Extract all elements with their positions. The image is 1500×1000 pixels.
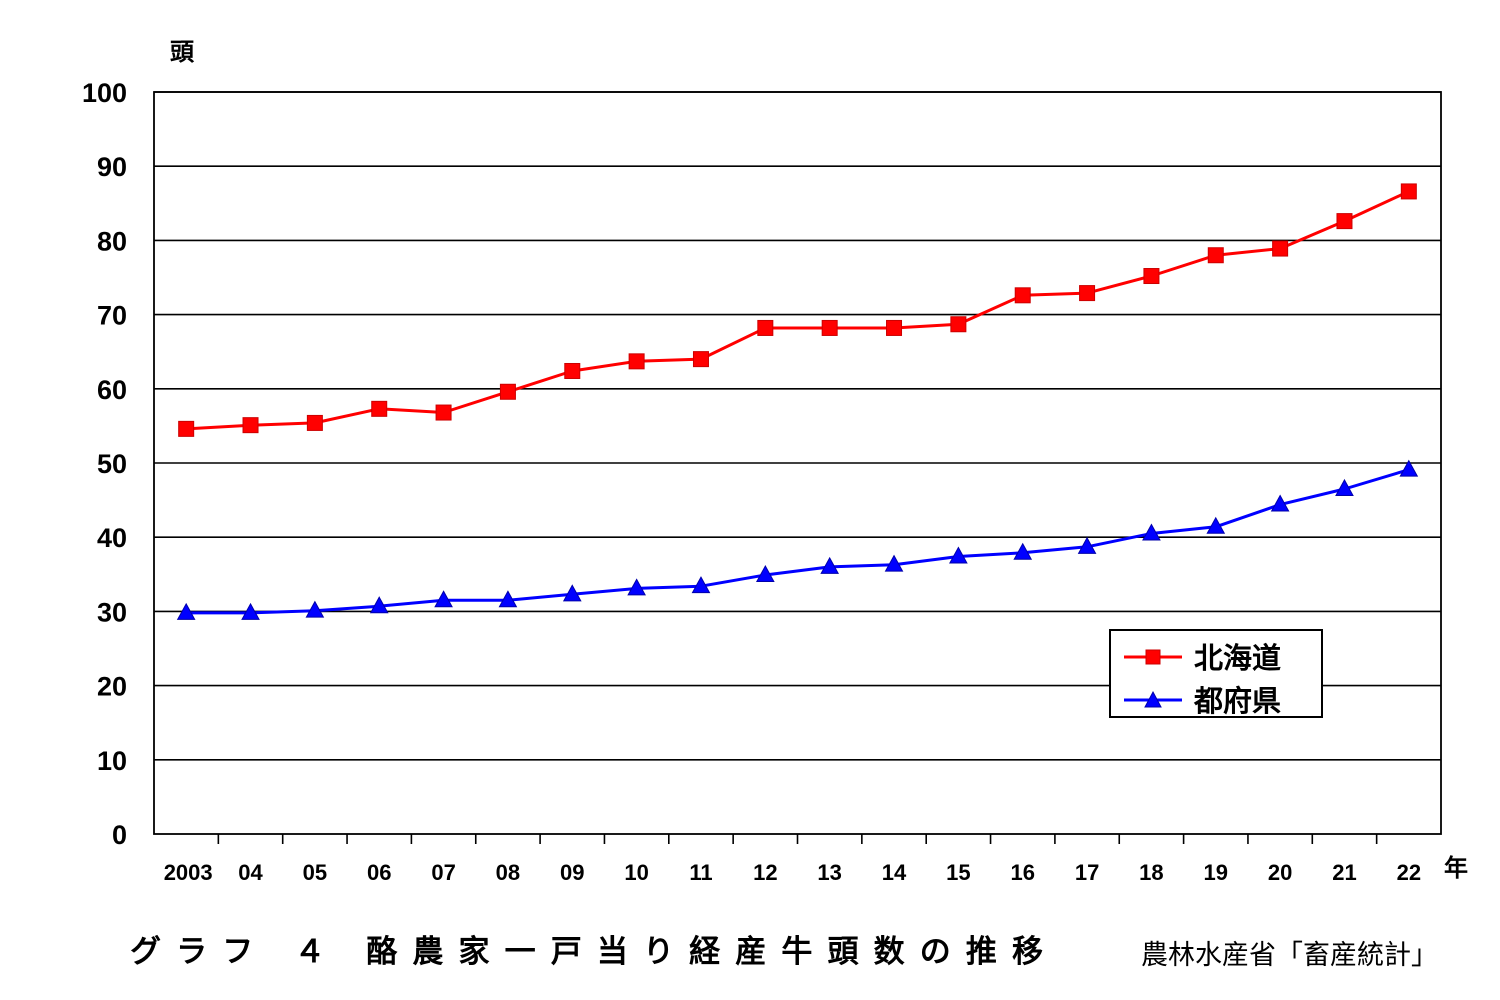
legend-marker-tofuken — [1144, 690, 1162, 708]
data-point — [306, 414, 323, 431]
y-tick-label: 10 — [97, 746, 127, 776]
legend-label-tofuken: 都府県 — [1193, 684, 1281, 718]
series-hokkaido — [178, 183, 1417, 437]
data-point — [1335, 478, 1354, 496]
x-tick-label: 04 — [238, 860, 263, 885]
legend-box — [1109, 629, 1323, 718]
data-point — [691, 576, 711, 594]
x-tick-label: 09 — [560, 860, 584, 885]
x-tick-label: 19 — [1204, 860, 1228, 885]
x-tick-label: 10 — [624, 860, 648, 885]
x-tick-label: 08 — [496, 860, 520, 885]
x-unit-label: 年 — [1444, 854, 1468, 882]
x-tick-label: 18 — [1139, 860, 1163, 885]
data-point — [949, 546, 968, 564]
data-point — [434, 590, 453, 608]
data-point — [692, 351, 709, 368]
x-tick-label: 06 — [367, 860, 391, 885]
data-point — [562, 584, 582, 602]
data-point — [242, 417, 259, 434]
x-tick-label: 22 — [1397, 860, 1421, 885]
x-tick-label: 13 — [817, 860, 841, 885]
data-point — [820, 556, 840, 574]
x-tick-label: 15 — [946, 860, 970, 885]
y-tick-label: 80 — [97, 226, 127, 256]
caption-title: グラフ ４ 酪農家一戸当り経産牛頭数の推移 — [130, 934, 1048, 970]
series-layer — [176, 183, 1419, 620]
data-point — [369, 596, 389, 614]
x-tick-label: 12 — [753, 860, 777, 885]
data-point — [1207, 247, 1224, 264]
data-point — [628, 353, 645, 370]
data-point — [627, 578, 646, 596]
data-point — [241, 602, 260, 620]
x-tick-label: 20 — [1268, 860, 1292, 885]
data-point — [371, 400, 388, 417]
data-point — [886, 319, 903, 336]
x-tick-labels: 2003 04 05 06 07 08 09 10 11 12 13 14 15 16 17 18 19 20 21… — [164, 860, 1421, 885]
x-tick-label: 05 — [303, 860, 327, 885]
data-point — [498, 590, 518, 608]
data-point — [1272, 240, 1289, 257]
data-point — [1142, 523, 1161, 541]
data-point — [1399, 459, 1419, 477]
data-point — [178, 420, 195, 437]
series-line — [186, 190, 1410, 431]
data-point — [1270, 494, 1290, 512]
caption-source: 農林水産省「畜産統計」 — [1141, 940, 1438, 971]
data-point — [1014, 287, 1031, 304]
y-tick-label: 100 — [82, 78, 127, 108]
data-point — [564, 362, 581, 379]
y-tick-label: 30 — [97, 597, 127, 627]
y-tick-label: 60 — [97, 375, 127, 405]
y-tick-label: 90 — [97, 152, 127, 182]
x-tick-label: 11 — [689, 860, 712, 885]
x-tick-label: 07 — [431, 860, 455, 885]
series-line — [186, 468, 1410, 615]
data-point — [821, 319, 838, 336]
y-tick-label: 0 — [112, 820, 127, 850]
legend-marker-hokkaido — [1145, 649, 1161, 665]
y-unit-label: 頭 — [170, 38, 195, 66]
data-point — [305, 600, 325, 618]
data-point — [176, 602, 196, 620]
data-point — [1079, 285, 1096, 302]
x-tick-label: 17 — [1075, 860, 1099, 885]
x-tick-label: 14 — [882, 860, 907, 885]
data-point — [1206, 516, 1226, 534]
data-point — [1143, 268, 1160, 285]
data-point — [435, 404, 452, 421]
data-point — [757, 319, 774, 336]
y-tick-label: 50 — [97, 449, 127, 479]
x-tick-label: 21 — [1332, 860, 1356, 885]
series-tofuken — [176, 459, 1419, 620]
data-point — [499, 383, 516, 400]
data-point — [1013, 542, 1033, 560]
y-tick-label: 20 — [97, 672, 127, 702]
x-tick-label: 16 — [1010, 860, 1034, 885]
legend: 北海道 都府県 — [1109, 629, 1323, 718]
y-tick-label: 40 — [97, 523, 127, 553]
data-point — [755, 565, 775, 583]
data-point — [884, 554, 904, 572]
legend-label-hokkaido: 北海道 — [1194, 641, 1281, 675]
data-point — [1077, 536, 1097, 554]
y-tick-labels: 0 10 20 30 40 50 60 70 80 90 100 — [82, 78, 127, 850]
data-point — [950, 316, 967, 333]
data-point — [1400, 183, 1417, 200]
data-point — [1336, 213, 1353, 230]
axis-layer — [153, 91, 1442, 844]
x-tick-label: 2003 — [164, 860, 213, 885]
y-tick-label: 70 — [97, 301, 127, 331]
